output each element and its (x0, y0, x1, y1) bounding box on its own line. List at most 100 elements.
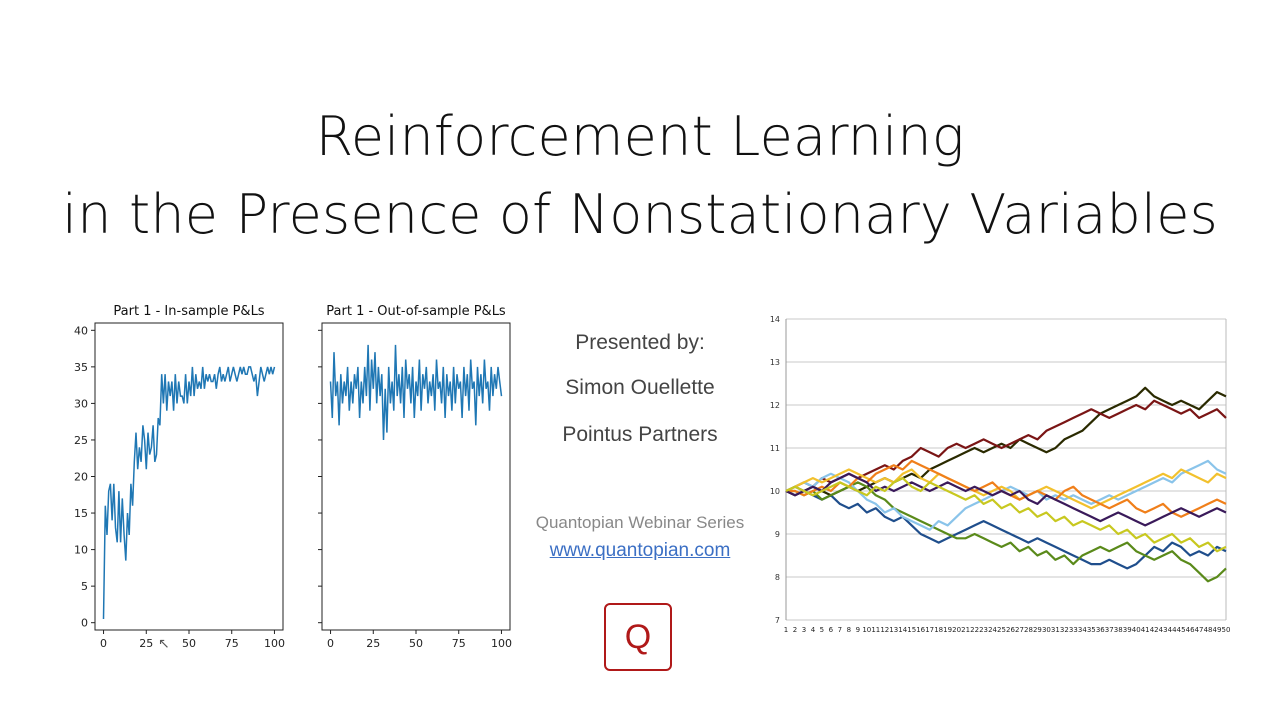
x-tick-label: 42 (1150, 626, 1159, 634)
x-tick-label: 100 (264, 637, 285, 650)
webinar-series-label: Quantopian Webinar Series (535, 513, 745, 532)
out-of-sample-chart: Part 1 - Out-of-sample P&Ls 0 25 50 75 100 (318, 304, 512, 650)
y-tick-label: 11 (770, 444, 780, 453)
series-line-s8 (785, 472, 1227, 527)
x-tick-label: 31 (1051, 626, 1060, 634)
x-tick-label: 33 (1069, 626, 1078, 634)
x-tick-label: 35 (1087, 626, 1096, 634)
x-tick-label: 5 (820, 626, 824, 634)
x-tick-label: 21 (961, 626, 970, 634)
x-tick-label: 37 (1105, 626, 1114, 634)
x-tick-label: 49 (1213, 626, 1222, 634)
x-tick-label: 40 (1132, 626, 1141, 634)
y-tick-label: 9 (775, 530, 780, 539)
pnl-line (329, 344, 503, 441)
x-tick-label: 0 (100, 637, 107, 650)
y-tick-label: 0 (81, 617, 88, 630)
x-tick-label: 25 (366, 637, 380, 650)
x-tick-label: 24 (988, 626, 997, 634)
x-tick-label: 38 (1114, 626, 1123, 634)
series-line-s2 (785, 399, 1227, 492)
x-tick-label: 48 (1204, 626, 1213, 634)
y-tick-label: 10 (74, 544, 88, 557)
x-tick-label: 47 (1195, 626, 1204, 634)
quantopian-logo: Q (604, 603, 672, 671)
x-tick-label: 9 (856, 626, 860, 634)
plot-frame (94, 322, 284, 631)
x-tick-label: 6 (829, 626, 834, 634)
x-tick-label: 46 (1186, 626, 1195, 634)
y-tick-label: 40 (74, 324, 88, 337)
plot-frame (321, 322, 511, 631)
x-tick-label: 7 (838, 626, 842, 634)
presented-by-label: Presented by: (575, 331, 705, 354)
chart-title: Part 1 - In-sample P&Ls (113, 304, 264, 319)
x-tick-label: 30 (1042, 626, 1051, 634)
y-tick-label: 35 (74, 361, 88, 374)
x-tick-label: 50 (182, 637, 196, 650)
pnl-line (102, 366, 276, 620)
x-tick-label: 26 (1006, 626, 1015, 634)
y-tick-label: 13 (770, 358, 780, 367)
x-tick-label: 28 (1024, 626, 1033, 634)
y-tick-label: 15 (74, 507, 88, 520)
y-tick-label: 8 (775, 573, 780, 582)
x-tick-label: 32 (1060, 626, 1069, 634)
y-tick-label: 5 (81, 580, 88, 593)
quantopian-link[interactable]: www.quantopian.com (549, 540, 731, 561)
chart-title: Part 1 - Out-of-sample P&Ls (326, 304, 506, 319)
x-tick-label: 23 (979, 626, 988, 634)
x-tick-label: 27 (1015, 626, 1024, 634)
slide-title-line-2: in the Presence of Nonstationary Variabl… (62, 183, 1218, 246)
x-tick-label: 17 (925, 626, 934, 634)
y-tick-label: 30 (74, 397, 88, 410)
mouse-cursor-icon: ↖ (158, 636, 170, 652)
x-tick-label: 14 (898, 626, 907, 634)
x-tick-label: 45 (1177, 626, 1186, 634)
series-line-s9 (785, 477, 1227, 553)
y-tick-label: 12 (770, 401, 780, 410)
x-tick-label: 8 (847, 626, 851, 634)
x-tick-label: 1 (784, 626, 788, 634)
presenter-company: Pointus Partners (562, 423, 718, 446)
x-tick-label: 18 (934, 626, 943, 634)
y-tick-label: 25 (74, 434, 88, 447)
x-tick-label: 3 (802, 626, 806, 634)
series-line-s3 (785, 485, 1227, 570)
x-tick-label: 13 (889, 626, 898, 634)
x-tick-label: 2 (793, 626, 797, 634)
series-line-s4 (786, 481, 1227, 583)
in-sample-chart: Part 1 - In-sample P&Ls 0 25 50 75 100 0 5 10 15 2… (74, 304, 285, 650)
x-tick-label: 36 (1096, 626, 1105, 634)
x-tick-label: 12 (880, 626, 889, 634)
x-tick-label: 41 (1141, 626, 1150, 634)
y-tick-label: 7 (775, 616, 780, 625)
y-tick-label: 10 (770, 487, 780, 496)
x-tick-label: 22 (970, 626, 979, 634)
x-tick-label: 50 (409, 637, 423, 650)
x-tick-label: 20 (952, 626, 961, 634)
x-tick-label: 10 (862, 626, 871, 634)
x-tick-label: 25 (997, 626, 1006, 634)
x-tick-label: 43 (1159, 626, 1168, 634)
slide-title-line-1: Reinforcement Learning (315, 105, 965, 168)
x-tick-label: 39 (1123, 626, 1132, 634)
series-line-s6 (785, 468, 1227, 510)
x-tick-label: 19 (943, 626, 952, 634)
x-tick-label: 44 (1168, 626, 1177, 634)
x-tick-label: 29 (1033, 626, 1042, 634)
x-tick-label: 0 (327, 637, 334, 650)
x-tick-label: 25 (139, 637, 153, 650)
presenter-name: Simon Ouellette (565, 376, 715, 399)
x-tick-label: 34 (1078, 626, 1087, 634)
x-tick-label: 16 (916, 626, 925, 634)
logo-letter: Q (624, 617, 652, 656)
x-tick-label: 4 (811, 626, 816, 634)
x-tick-label: 50 (1222, 626, 1231, 634)
y-tick-label: 14 (770, 315, 780, 324)
x-tick-label: 100 (491, 637, 512, 650)
y-tick-label: 20 (74, 471, 88, 484)
x-tick-label: 75 (452, 637, 466, 650)
x-tick-label: 75 (225, 637, 239, 650)
